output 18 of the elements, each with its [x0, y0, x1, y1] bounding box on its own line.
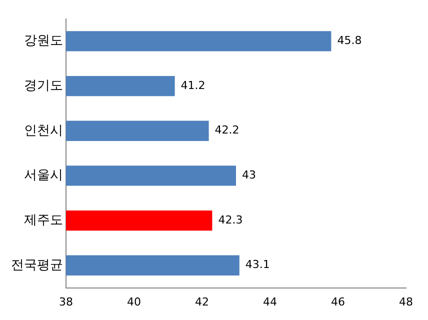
data-label: 43.1 — [245, 258, 270, 272]
data-label: 43 — [242, 168, 256, 182]
x-tick-label: 42 — [195, 295, 209, 308]
data-label: 42.2 — [214, 124, 240, 137]
x-tick-label: 46 — [331, 295, 345, 308]
y-tick-label: 제주도 — [24, 212, 63, 228]
y-tick-label: 강원도 — [24, 34, 63, 49]
data-label: 45.8 — [337, 34, 362, 48]
y-tick-label: 인천시 — [24, 123, 63, 138]
data-label: 42.3 — [218, 213, 243, 226]
x-tick-label: 38 — [59, 295, 73, 308]
x-tick-label: 48 — [399, 295, 413, 308]
data-label: 41.2 — [180, 78, 206, 92]
x-tick-label: 44 — [263, 295, 277, 308]
y-tick-label: 전국평균 — [11, 258, 63, 273]
y-tick-label: 경기도 — [24, 78, 63, 94]
x-tick-label: 40 — [127, 295, 141, 308]
y-tick-label: 서울시 — [24, 168, 63, 184]
